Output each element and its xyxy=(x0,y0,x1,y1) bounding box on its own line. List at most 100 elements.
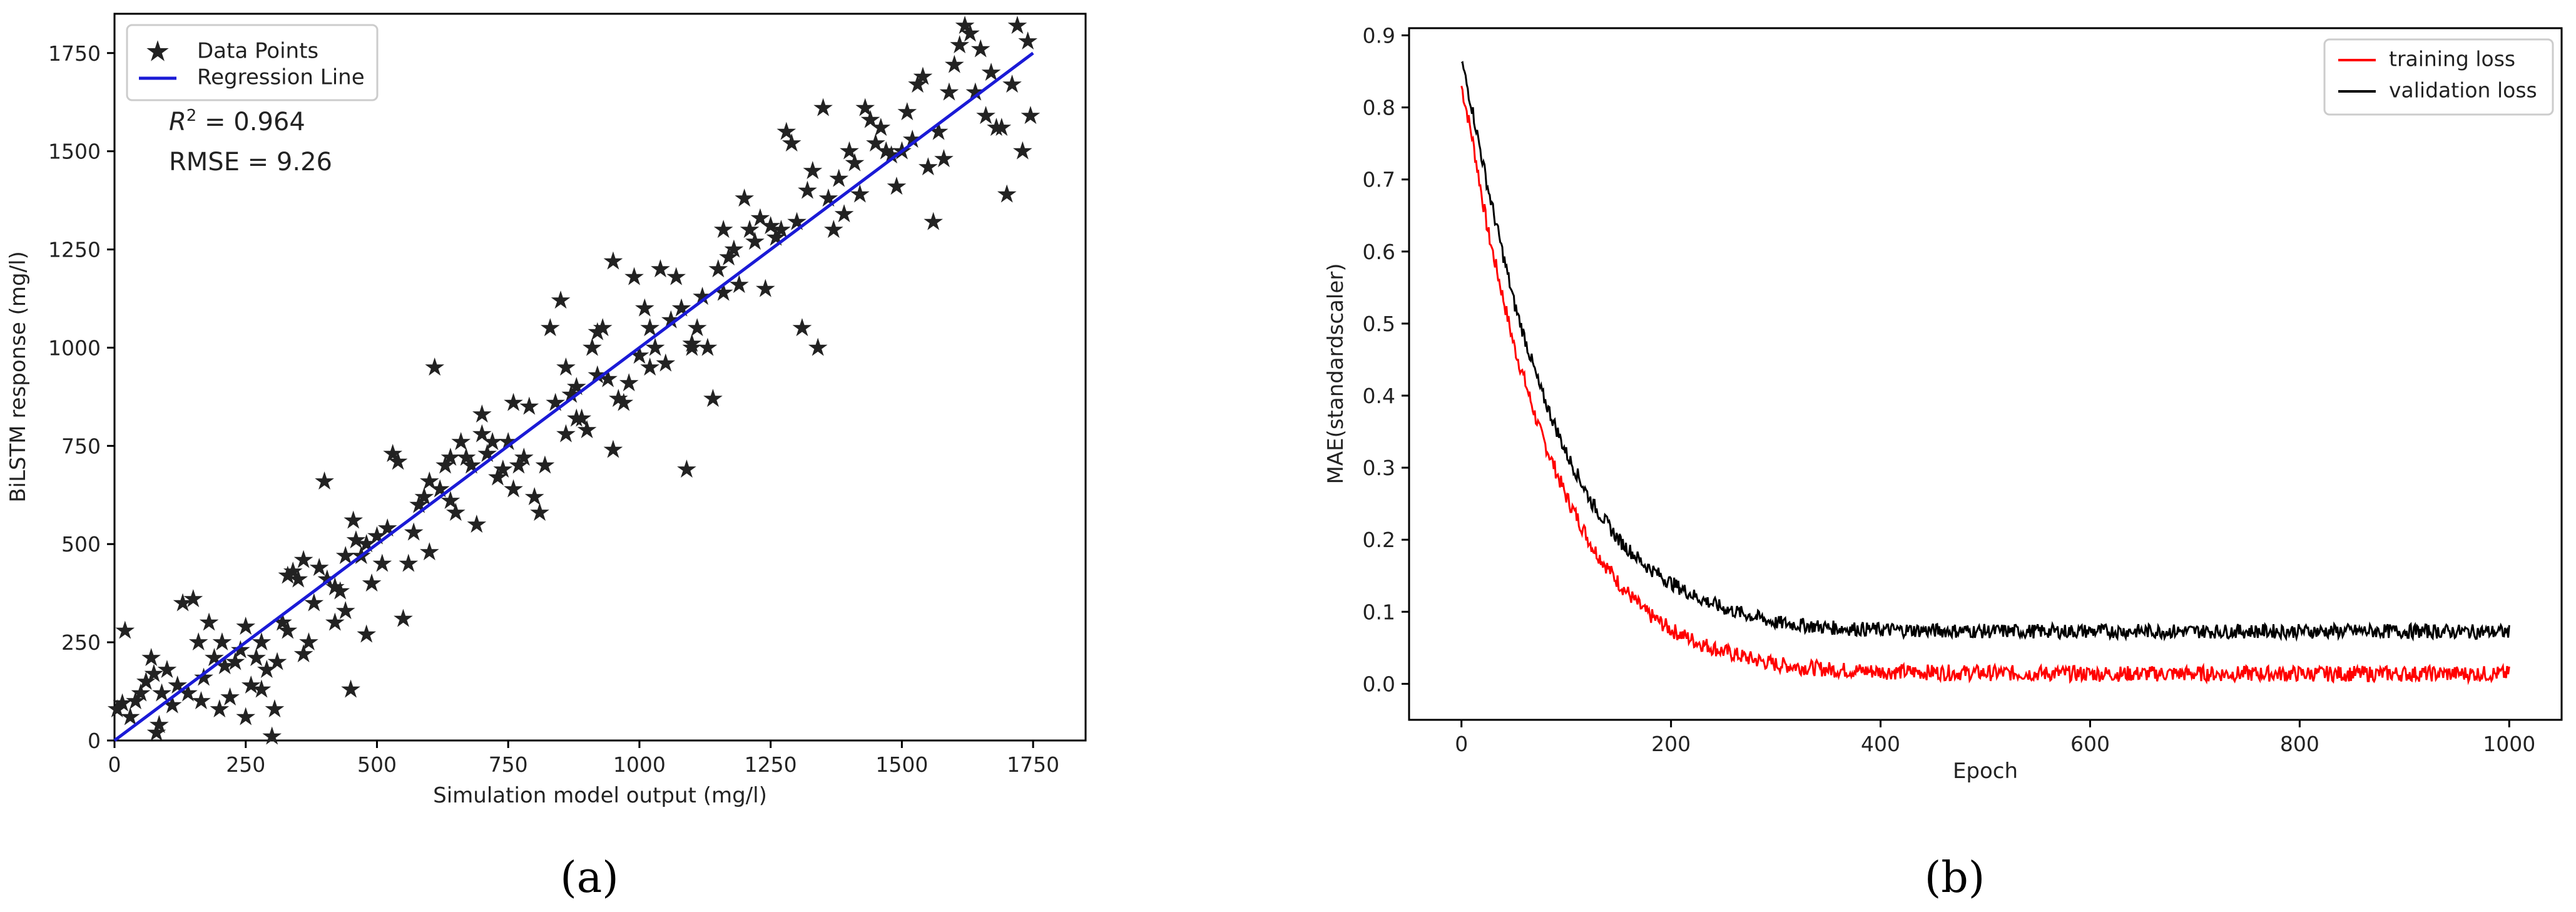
data-point: ★ xyxy=(208,695,231,724)
data-point: ★ xyxy=(848,180,871,209)
data-point: ★ xyxy=(949,31,971,59)
legend-validation-label: validation loss xyxy=(2389,78,2537,103)
data-point: ★ xyxy=(649,255,672,284)
data-point: ★ xyxy=(224,647,247,676)
y-tick-label: 1000 xyxy=(48,336,101,360)
data-point: ★ xyxy=(975,101,997,130)
data-point: ★ xyxy=(439,486,462,515)
data-point: ★ xyxy=(933,145,955,173)
data-point: ★ xyxy=(907,70,929,99)
data-point: ★ xyxy=(492,455,514,484)
data-point: ★ xyxy=(287,565,310,594)
data-point: ★ xyxy=(980,58,1002,87)
legend-star-marker: ★ xyxy=(145,34,170,68)
scatter-panel: 0 250 500 750 1000 1250 1500 1750 0 250 500 750 1000… xyxy=(6,11,1087,903)
data-point: ★ xyxy=(838,137,861,166)
data-point: ★ xyxy=(938,78,960,107)
training-loss-line xyxy=(1460,85,2510,685)
data-point: ★ xyxy=(749,203,771,232)
data-point: ★ xyxy=(355,620,378,649)
rmse-annotation: RMSE = 9.26 xyxy=(169,148,332,177)
data-point: ★ xyxy=(219,683,242,712)
data-point: ★ xyxy=(297,628,320,657)
data-point: ★ xyxy=(696,333,719,362)
data-point: ★ xyxy=(586,317,609,346)
data-point: ★ xyxy=(444,498,467,527)
data-point: ★ xyxy=(770,215,792,244)
data-point: ★ xyxy=(316,565,339,594)
loss-plot-area xyxy=(1408,27,2563,721)
data-point: ★ xyxy=(518,392,541,421)
y-tick-label: 250 xyxy=(61,630,101,655)
data-point: ★ xyxy=(843,148,866,177)
data-point: ★ xyxy=(539,314,561,342)
x-tick-label: 800 xyxy=(2280,732,2319,756)
data-point: ★ xyxy=(675,455,698,484)
data-point: ★ xyxy=(812,94,835,123)
data-point: ★ xyxy=(424,353,446,382)
data-point: ★ xyxy=(654,349,677,378)
data-point: ★ xyxy=(917,153,939,182)
y-tick-label: 0.7 xyxy=(1363,168,1395,192)
data-point: ★ xyxy=(211,628,233,657)
data-point: ★ xyxy=(266,647,288,676)
data-point: ★ xyxy=(534,451,556,480)
data-point: ★ xyxy=(455,443,477,472)
y-tick-label: 0.4 xyxy=(1363,384,1395,408)
data-point: ★ xyxy=(303,588,325,617)
y-tick-label: 0.6 xyxy=(1363,240,1395,264)
data-point: ★ xyxy=(156,655,178,684)
data-point: ★ xyxy=(1011,137,1034,166)
x-tick-label: 1250 xyxy=(745,752,797,777)
x-tick-label: 250 xyxy=(226,752,265,777)
x-tick-label: 200 xyxy=(1651,732,1691,756)
data-point: ★ xyxy=(681,333,703,362)
data-point: ★ xyxy=(623,262,646,291)
data-point: ★ xyxy=(292,545,315,574)
scatter-legend: ★ Data Points Regression Line xyxy=(126,24,379,101)
data-point: ★ xyxy=(187,628,210,657)
data-point: ★ xyxy=(807,333,829,362)
data-point: ★ xyxy=(754,274,776,303)
data-point: ★ xyxy=(282,557,304,586)
data-point: ★ xyxy=(114,616,136,645)
data-point: ★ xyxy=(418,538,440,566)
data-point: ★ xyxy=(502,474,525,503)
y-tick-label: 0.5 xyxy=(1363,312,1395,336)
data-point: ★ xyxy=(148,710,170,739)
data-point: ★ xyxy=(140,643,163,672)
data-point: ★ xyxy=(523,483,546,511)
data-point: ★ xyxy=(927,117,950,146)
data-point: ★ xyxy=(466,510,488,539)
data-point: ★ xyxy=(382,439,404,468)
data-point: ★ xyxy=(775,117,798,146)
data-point: ★ xyxy=(1019,101,1042,130)
data-point: ★ xyxy=(471,400,493,429)
data-point: ★ xyxy=(791,314,813,342)
data-point: ★ xyxy=(323,608,346,637)
data-point: ★ xyxy=(263,695,286,724)
data-point: ★ xyxy=(119,702,141,731)
data-point: ★ xyxy=(571,404,593,433)
data-point: ★ xyxy=(397,550,420,578)
data-point: ★ xyxy=(529,498,551,527)
data-point: ★ xyxy=(376,514,399,543)
data-point: ★ xyxy=(591,314,614,342)
data-point: ★ xyxy=(607,384,629,413)
data-point: ★ xyxy=(828,165,850,193)
data-point: ★ xyxy=(633,294,656,323)
legend-training-label: training loss xyxy=(2389,47,2515,71)
loss-panel: 0 200 400 600 800 1000 0.0 0.1 0.2 0.3 0.4 0.5 0.6 0.… xyxy=(1323,24,2563,903)
data-point: ★ xyxy=(255,655,278,684)
data-point: ★ xyxy=(125,687,147,715)
data-point: ★ xyxy=(450,428,472,456)
data-point: ★ xyxy=(235,702,257,731)
data-point: ★ xyxy=(959,19,982,48)
data-point: ★ xyxy=(360,569,383,598)
legend-regression-label: Regression Line xyxy=(197,65,365,90)
data-point: ★ xyxy=(190,687,212,715)
data-point: ★ xyxy=(334,597,357,625)
data-point: ★ xyxy=(261,722,283,751)
y-tick-label: 0.9 xyxy=(1363,24,1395,48)
data-point: ★ xyxy=(345,526,367,555)
